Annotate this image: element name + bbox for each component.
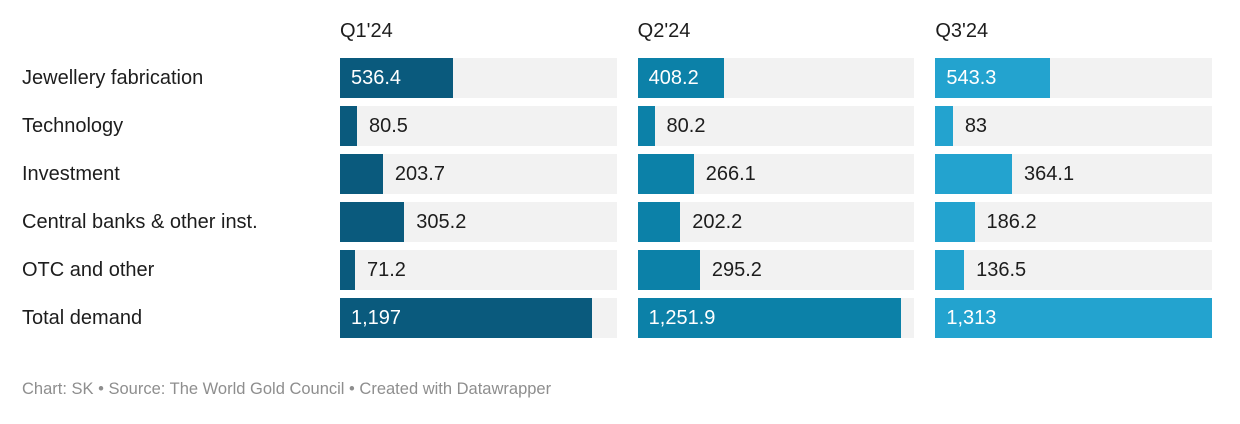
bar-value-label: 536.4 bbox=[351, 67, 402, 89]
bar-value-label: 80.2 bbox=[666, 115, 706, 137]
chart-footer: Chart: SK • Source: The World Gold Counc… bbox=[22, 380, 552, 398]
chart-row: Central banks & other inst. 305.2 202.2 186… bbox=[22, 198, 1212, 246]
bar-value-label: 408.2 bbox=[648, 67, 699, 89]
bar-track: 1,197 bbox=[340, 298, 617, 338]
bar-track: 71.2 bbox=[340, 250, 617, 290]
bar: 203.7 bbox=[340, 154, 445, 194]
chart-row: Jewellery fabrication 536.4 408.2 543.3 bbox=[22, 54, 1212, 102]
column-header-q3: Q3'24 bbox=[935, 20, 989, 42]
row-label: Jewellery fabrication bbox=[22, 66, 204, 89]
bar: 408.2 bbox=[637, 58, 724, 98]
bar-track: 543.3 bbox=[935, 58, 1212, 98]
bar-value-label: 80.5 bbox=[368, 115, 408, 137]
row-label: Total demand bbox=[22, 306, 143, 329]
row-label: Central banks & other inst. bbox=[22, 210, 258, 233]
chart-row: Investment 203.7 266.1 364.1 bbox=[22, 150, 1212, 198]
bar-track: 136.5 bbox=[935, 250, 1212, 290]
chart-rows: Jewellery fabrication 536.4 408.2 543.3 Tech… bbox=[22, 54, 1212, 342]
row-label: Investment bbox=[22, 162, 120, 185]
header-spacer bbox=[22, 0, 319, 20]
bar: 295.2 bbox=[637, 250, 762, 290]
bar-track: 1,313 bbox=[935, 298, 1212, 338]
bar-value-label: 71.2 bbox=[367, 259, 406, 281]
column-header-q1: Q1'24 bbox=[340, 20, 393, 42]
bar-track: 83 bbox=[935, 106, 1212, 146]
bar-track: 364.1 bbox=[935, 154, 1212, 194]
bar: 83 bbox=[935, 106, 987, 146]
bar: 136.5 bbox=[935, 250, 1026, 290]
bar: 1,313 bbox=[935, 298, 1212, 338]
bar-track: 536.4 bbox=[340, 58, 617, 98]
bar-track: 80.5 bbox=[340, 106, 617, 146]
bar-track: 186.2 bbox=[935, 202, 1212, 242]
column-header-q2: Q2'24 bbox=[637, 20, 691, 42]
bar: 1,251.9 bbox=[637, 298, 902, 338]
bar: 71.2 bbox=[340, 250, 406, 290]
bar: 305.2 bbox=[340, 202, 466, 242]
bar-value-label: 305.2 bbox=[416, 211, 467, 233]
bar: 80.5 bbox=[340, 106, 408, 146]
bar-value-label: 266.1 bbox=[705, 163, 756, 185]
bar-track: 295.2 bbox=[637, 250, 915, 290]
bar-value-label: 1,197 bbox=[351, 307, 402, 329]
bar: 266.1 bbox=[637, 154, 756, 194]
bar: 364.1 bbox=[935, 154, 1074, 194]
bar-track: 202.2 bbox=[637, 202, 915, 242]
bar: 543.3 bbox=[935, 58, 1050, 98]
bar-value-label: 1,251.9 bbox=[648, 307, 716, 329]
bar-value-label: 543.3 bbox=[946, 67, 997, 89]
chart-row: OTC and other 71.2 295.2 136.5 bbox=[22, 246, 1212, 294]
chart-row: Total demand 1,197 1,251.9 1,313 bbox=[22, 294, 1212, 342]
bar: 536.4 bbox=[340, 58, 454, 98]
row-label: Technology bbox=[22, 114, 124, 137]
bar: 1,197 bbox=[340, 298, 593, 338]
bar: 80.2 bbox=[637, 106, 705, 146]
bar-value-label: 203.7 bbox=[394, 163, 445, 185]
bar-value-label: 136.5 bbox=[976, 259, 1027, 281]
chart-row: Technology 80.5 80.2 83 bbox=[22, 102, 1212, 150]
bar-track: 266.1 bbox=[637, 154, 915, 194]
row-label: OTC and other bbox=[22, 258, 155, 281]
bar-value-label: 186.2 bbox=[986, 211, 1037, 233]
bar-track: 203.7 bbox=[340, 154, 617, 194]
column-headers: Q1'24 Q2'24 Q3'24 bbox=[22, 0, 1212, 54]
bar-value-label: 202.2 bbox=[692, 211, 743, 233]
bar-track: 305.2 bbox=[340, 202, 617, 242]
bar-value-label: 295.2 bbox=[711, 259, 762, 281]
bar-value-label: 1,313 bbox=[946, 307, 997, 329]
bar-value-label: 83 bbox=[964, 115, 988, 137]
bar: 202.2 bbox=[637, 202, 742, 242]
bar-track: 80.2 bbox=[637, 106, 915, 146]
bar-track: 408.2 bbox=[637, 58, 915, 98]
bar: 186.2 bbox=[935, 202, 1037, 242]
bar-value-label: 364.1 bbox=[1024, 163, 1075, 185]
bar-track: 1,251.9 bbox=[637, 298, 915, 338]
